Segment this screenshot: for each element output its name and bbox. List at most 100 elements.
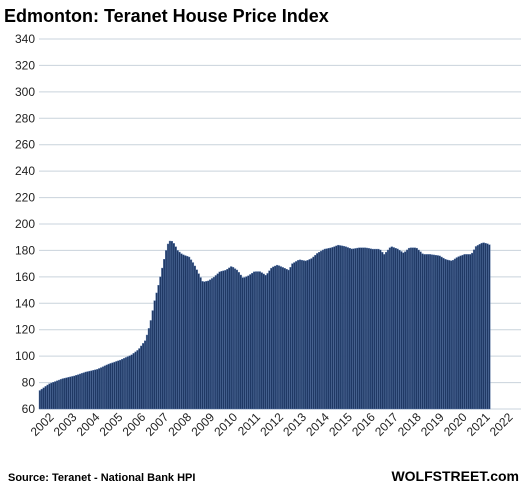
bar	[486, 243, 489, 410]
bar	[272, 266, 275, 410]
bar	[302, 260, 305, 410]
bar	[63, 377, 66, 410]
bar	[360, 247, 363, 410]
bar	[147, 328, 151, 410]
bar	[54, 381, 57, 410]
bar	[126, 356, 130, 410]
bar	[362, 247, 365, 410]
bar	[367, 248, 371, 410]
bar	[428, 254, 432, 410]
bar	[226, 268, 229, 410]
bar	[407, 247, 411, 410]
bar	[155, 292, 158, 410]
bar	[339, 245, 342, 410]
bar	[92, 370, 95, 410]
y-tick-label: 80	[22, 376, 36, 390]
y-tick-label: 100	[15, 349, 35, 363]
bar	[329, 247, 332, 410]
bar	[163, 259, 166, 410]
bar	[291, 263, 294, 410]
y-tick-label: 320	[15, 58, 35, 72]
bar	[453, 258, 457, 410]
bar	[222, 270, 225, 410]
bar	[247, 275, 250, 410]
x-tick-label: 2018	[395, 410, 424, 439]
bar	[124, 357, 128, 410]
bar	[245, 276, 248, 410]
bar	[461, 254, 464, 410]
bar	[371, 248, 374, 410]
bar	[88, 370, 91, 410]
bar	[476, 245, 480, 410]
bar	[130, 354, 133, 410]
bar	[268, 270, 271, 410]
x-tick-label: 2016	[349, 410, 378, 439]
bar	[42, 387, 45, 410]
x-tick-label: 2010	[211, 410, 240, 439]
y-tick-label: 240	[15, 164, 35, 178]
bar	[98, 368, 101, 410]
bar	[346, 247, 349, 410]
y-tick-label: 300	[15, 85, 35, 99]
bar	[105, 364, 108, 410]
bar	[467, 254, 470, 410]
bar	[348, 248, 351, 410]
bar	[256, 271, 260, 410]
bar	[446, 259, 449, 410]
bar	[182, 254, 185, 410]
bar	[187, 256, 191, 410]
bar	[314, 254, 317, 410]
bar	[488, 244, 491, 410]
bar	[117, 360, 120, 410]
bar	[52, 382, 55, 410]
bar	[289, 267, 292, 410]
bar	[170, 240, 173, 410]
bar	[71, 376, 74, 410]
bar	[331, 247, 334, 410]
bar	[484, 243, 487, 410]
bar	[231, 267, 235, 410]
bar	[390, 246, 393, 410]
bar	[394, 248, 397, 410]
bar	[375, 248, 378, 410]
bar	[59, 379, 63, 410]
bar	[40, 388, 43, 410]
bar	[201, 281, 204, 410]
bar	[109, 363, 112, 410]
bar	[373, 248, 376, 410]
x-tick-label: 2020	[441, 410, 470, 439]
bar	[325, 248, 328, 410]
x-tick-label: 2014	[303, 410, 332, 439]
bar	[73, 375, 76, 410]
bar	[216, 273, 219, 410]
bar	[159, 276, 162, 410]
bar	[438, 255, 441, 410]
bar	[306, 260, 309, 410]
bar	[214, 275, 217, 410]
bar	[465, 254, 468, 410]
bar	[318, 251, 321, 410]
bar	[310, 258, 313, 410]
bar	[145, 334, 149, 410]
bar	[61, 378, 64, 410]
bar	[327, 248, 330, 410]
bar	[480, 242, 483, 410]
bar	[337, 244, 340, 410]
bar	[166, 243, 170, 410]
bar	[358, 247, 361, 410]
y-tick-label: 280	[15, 111, 35, 125]
bar	[165, 250, 168, 410]
bar	[138, 348, 141, 410]
x-tick-label: 2017	[372, 410, 401, 439]
bar	[90, 370, 93, 410]
bar	[316, 253, 319, 410]
bar	[44, 386, 47, 410]
bar	[253, 271, 256, 410]
bar	[239, 274, 242, 410]
bar	[386, 249, 390, 410]
bar	[304, 260, 307, 410]
bar	[207, 280, 210, 410]
bar	[471, 252, 474, 410]
bar	[241, 277, 244, 410]
bar	[352, 248, 355, 410]
